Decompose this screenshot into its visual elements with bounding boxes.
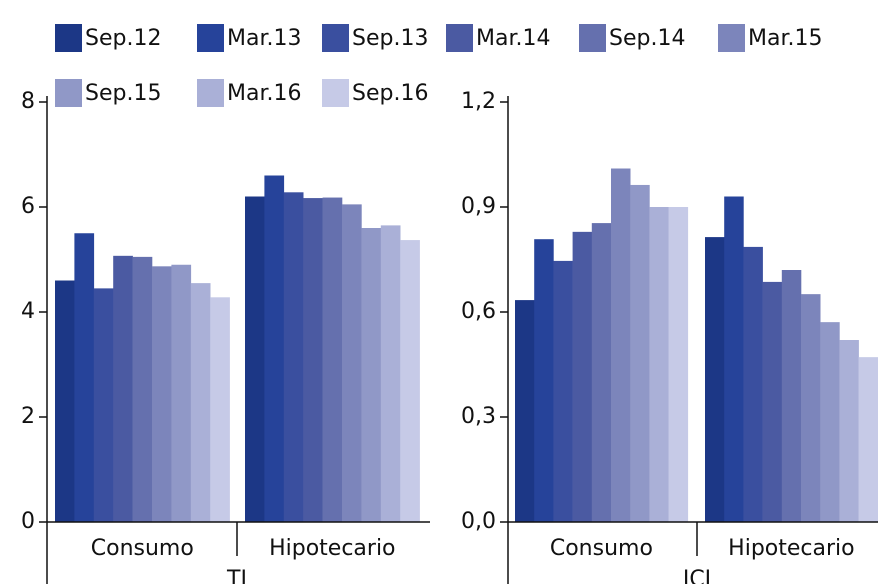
x-tick-label: Consumo [550, 536, 653, 561]
legend-label: Mar.15 [748, 26, 822, 51]
bar [93, 288, 114, 522]
y-tick-label: 2 [21, 404, 35, 429]
bar [283, 192, 304, 523]
bar [190, 283, 211, 522]
legend-swatch [446, 24, 473, 52]
y-tick-label: 0,3 [461, 404, 496, 429]
y-tick-label: 8 [21, 89, 35, 114]
bar [515, 300, 535, 522]
legend-label: Sep.16 [352, 81, 428, 106]
legend-swatch [322, 24, 349, 52]
bar [245, 196, 265, 522]
bar [210, 297, 230, 522]
bar [781, 270, 802, 522]
bar [342, 204, 362, 522]
bar [55, 280, 75, 522]
y-tick-label: 6 [21, 194, 35, 219]
legend-label: Mar.13 [227, 26, 301, 51]
bar [649, 207, 669, 522]
bar [380, 225, 401, 522]
bar [553, 260, 573, 522]
y-tick-label: 0,6 [461, 299, 496, 324]
bar [591, 223, 612, 522]
legend-swatch [322, 79, 349, 107]
bar [74, 233, 95, 522]
bar [668, 207, 689, 522]
bar [762, 281, 783, 522]
x-tick-label: Hipotecario [269, 536, 395, 561]
legend-swatch [55, 24, 82, 52]
bar [264, 175, 285, 522]
legend-label: Sep.13 [352, 26, 428, 51]
bar [303, 198, 323, 522]
bar [820, 322, 840, 522]
legend-swatch [579, 24, 606, 52]
bar [534, 239, 554, 522]
bar [152, 266, 172, 522]
x-axis-title: ICI [683, 567, 711, 584]
bar [724, 196, 744, 522]
bar [611, 168, 631, 522]
bar [400, 240, 420, 522]
bar [113, 255, 133, 522]
bar [801, 294, 821, 522]
legend-swatch [197, 24, 224, 52]
bar [361, 228, 382, 522]
bar [171, 264, 192, 522]
legend-label: Sep.12 [85, 26, 161, 51]
legend-label: Mar.14 [476, 26, 550, 51]
legend-swatch [718, 24, 745, 52]
legend-label: Sep.14 [609, 26, 685, 51]
legend-label: Sep.15 [85, 81, 161, 106]
x-tick-label: Consumo [91, 536, 194, 561]
legend-swatch [55, 79, 82, 107]
x-tick-label: Hipotecario [728, 536, 854, 561]
y-tick-label: 0 [21, 509, 35, 534]
y-tick-label: 1,2 [461, 89, 496, 114]
bar [705, 237, 725, 522]
bar [132, 256, 153, 522]
bar [572, 231, 593, 522]
y-tick-label: 0,0 [461, 509, 496, 534]
bar [322, 197, 343, 523]
legend-swatch [197, 79, 224, 107]
y-tick-label: 4 [21, 299, 35, 324]
bar [858, 357, 878, 522]
legend-label: Mar.16 [227, 81, 301, 106]
x-axis-title: TI [226, 567, 247, 584]
bar [743, 246, 763, 522]
bar [630, 184, 650, 522]
bar [839, 340, 859, 522]
y-tick-label: 0,9 [461, 194, 496, 219]
